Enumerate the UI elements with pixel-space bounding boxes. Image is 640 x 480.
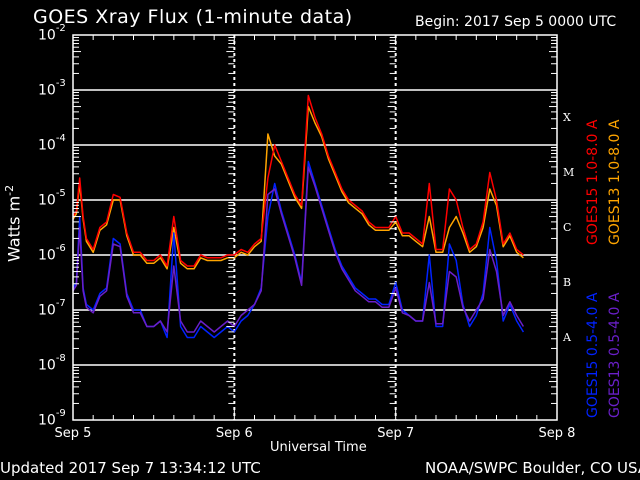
x-tick-label: Sep 6 xyxy=(215,426,253,441)
y-tick-label: 10-2 xyxy=(38,23,66,44)
x-tick-label: Sep 5 xyxy=(54,426,92,441)
y-axis-label: Watts m-2 xyxy=(3,185,23,262)
updated-timestamp: Updated 2017 Sep 7 13:34:12 UTC xyxy=(0,459,261,477)
begin-time: Begin: 2017 Sep 5 0000 UTC xyxy=(415,14,617,30)
legend-entry: GOES13 1.0-8.0 A xyxy=(607,119,623,245)
x-axis-label: Universal Time xyxy=(270,440,367,455)
y-tick-label: 10-4 xyxy=(38,133,66,154)
y-tick-label: 10-5 xyxy=(38,188,66,209)
y-tick-label: 10-9 xyxy=(38,408,66,429)
plot-frame xyxy=(72,34,558,421)
chart-title: GOES Xray Flux (1-minute data) xyxy=(33,6,353,28)
flux-series xyxy=(72,94,525,339)
plot-border xyxy=(72,34,558,421)
flare-class-a: A xyxy=(563,330,571,344)
series-line xyxy=(72,94,524,267)
credit-text: NOAA/SWPC Boulder, CO USA xyxy=(425,459,640,477)
y-axis-label-base: Watts m xyxy=(4,195,24,262)
flare-class-m: M xyxy=(563,165,575,179)
flare-class-x: X xyxy=(563,110,571,124)
x-tick-label: Sep 7 xyxy=(377,426,415,441)
y-tick-label: 10-8 xyxy=(38,353,66,374)
flare-class-c: C xyxy=(563,220,572,234)
flare-class-b: B xyxy=(563,275,572,289)
grid-lines xyxy=(73,35,557,420)
x-tick-label: Sep 8 xyxy=(538,426,576,441)
y-tick-label: 10-6 xyxy=(38,243,66,264)
legend-entry: GOES15 1.0-8.0 A xyxy=(585,119,601,245)
legend-entry: GOES15 0.5-4.0 A xyxy=(585,292,601,418)
series-line xyxy=(72,166,525,333)
y-tick-label: 10-3 xyxy=(38,78,66,99)
legend-entry: GOES13 0.5-4.0 A xyxy=(607,292,623,418)
y-axis-label-exp: -2 xyxy=(3,184,16,196)
y-tick-label: 10-7 xyxy=(38,298,66,319)
series-line xyxy=(72,160,525,339)
series-line xyxy=(72,105,524,270)
